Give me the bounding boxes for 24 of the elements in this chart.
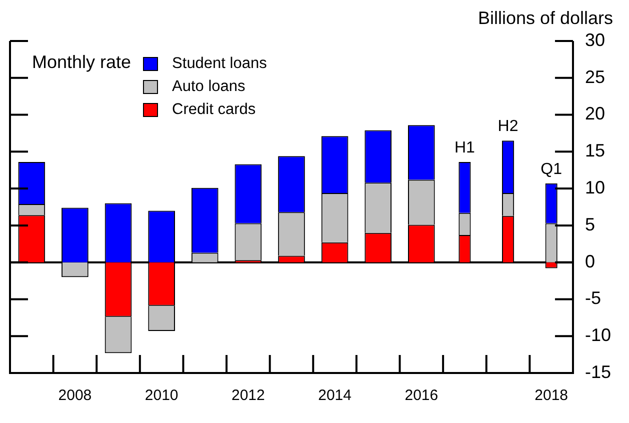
x-tick-label: 2018 [534, 387, 568, 404]
y-tick-label: 25 [584, 66, 606, 87]
x-tick-label: 2010 [144, 387, 178, 404]
legend-label: Auto loans [172, 78, 246, 96]
y-tick-label: 5 [584, 214, 595, 234]
y-tick-label: 15 [584, 140, 606, 161]
y-tick-label: -10 [584, 325, 611, 346]
legend-label: Student loans [172, 54, 267, 72]
x-tick-label: 2016 [404, 387, 438, 404]
y-tick-label: 10 [584, 178, 606, 198]
x-tick-label: 2008 [58, 387, 92, 404]
y-tick-label: 0 [584, 251, 595, 272]
y-tick-label: 20 [584, 104, 606, 124]
x-tick-label: 2012 [232, 387, 265, 404]
y-tick-label: 30 [584, 30, 606, 50]
legend-label: Credit cards [172, 100, 256, 118]
y-tick-label: -5 [584, 288, 601, 308]
y-tick-label: -15 [584, 362, 611, 382]
x-tick-label: 2014 [318, 387, 352, 404]
data-label: Q1 [540, 160, 562, 178]
data-label: H2 [498, 118, 518, 136]
data-label: H1 [454, 139, 476, 156]
legend-title: Monthly rate [32, 52, 132, 74]
y-axis-title: Billions of dollars [478, 8, 613, 29]
